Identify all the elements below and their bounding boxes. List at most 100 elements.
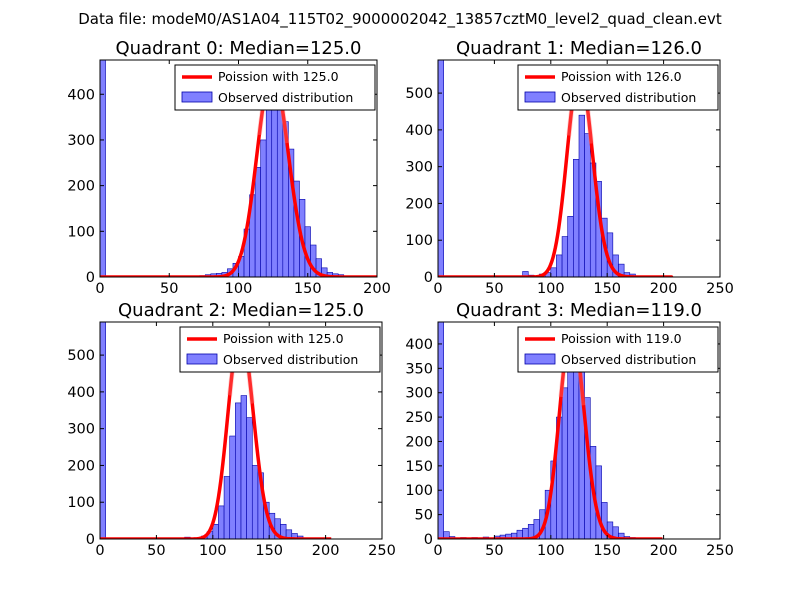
histogram-bar — [212, 523, 219, 539]
legend-label-poisson: Poission with 119.0 — [561, 331, 682, 346]
histogram-bar — [265, 103, 273, 277]
y-tick-label: 300 — [405, 386, 433, 402]
x-tick-label: 0 — [95, 543, 104, 559]
x-tick-label: 0 — [95, 281, 104, 297]
legend: Poission with 119.0 Observed distribution — [517, 326, 719, 373]
legend-bar-swatch — [524, 91, 556, 103]
histogram-bar — [438, 322, 444, 539]
y-tick-label: 300 — [67, 422, 95, 438]
y-tick-label: 400 — [405, 123, 433, 139]
histogram-bar — [578, 114, 585, 277]
y-tick-label: 200 — [67, 458, 95, 474]
x-tick-label: 100 — [537, 281, 565, 297]
y-tick-label: 0 — [86, 270, 95, 286]
x-tick-label: 50 — [147, 543, 165, 559]
histogram-bar — [618, 532, 625, 539]
axes-frame — [437, 321, 721, 540]
x-tick-label: 250 — [706, 281, 734, 297]
y-tick-label: 350 — [405, 361, 433, 377]
y-tick-label: 300 — [405, 160, 433, 176]
histogram-bar — [254, 167, 261, 277]
x-tick-label: 150 — [294, 281, 322, 297]
histogram-bar — [561, 387, 569, 539]
quadrant-1-chart: Quadrant 1: Median=126.0 0 50 100 150 200 250 0… — [405, 38, 734, 297]
x-tick-label: 50 — [485, 281, 503, 297]
legend-label-poisson: Poission with 125.0 — [218, 69, 339, 84]
histogram-bar — [443, 531, 450, 539]
histogram-bar — [561, 236, 569, 277]
y-tick-label: 250 — [405, 410, 433, 426]
y-tick-label: 50 — [415, 508, 433, 524]
y-tick-label: 100 — [67, 495, 95, 511]
histogram-bar — [246, 417, 253, 539]
histogram-bar — [567, 216, 574, 277]
y-tick-label: 100 — [67, 224, 95, 240]
histogram-bar — [573, 159, 580, 277]
histogram-bar — [573, 353, 580, 539]
chart-title: Quadrant 1: Median=126.0 — [456, 38, 702, 59]
legend: Poission with 125.0 Observed distribution — [174, 64, 376, 111]
y-tick-label: 0 — [86, 532, 95, 548]
histogram-bar — [223, 476, 231, 539]
y-tick-label: 0 — [424, 270, 433, 286]
figure-title: Data file: modeM0/AS1A04_115T02_90000020… — [78, 10, 722, 29]
x-tick-label: 200 — [650, 543, 678, 559]
histogram-bar — [550, 267, 557, 277]
x-tick-label: 150 — [255, 543, 283, 559]
histogram-bar — [251, 465, 259, 539]
histogram-bar — [100, 60, 106, 277]
quadrant-3-chart: Quadrant 3: Median=119.0 0 50 100 150 200 250 0… — [405, 300, 734, 559]
legend: Poission with 125.0 Observed distribution — [179, 326, 381, 373]
histogram-bar — [229, 435, 236, 539]
histogram-bar — [260, 139, 267, 277]
quadrant-2-chart: Quadrant 2: Median=125.0 0 50 100 150 200 250 0… — [67, 300, 396, 559]
legend-label-poisson: Poission with 125.0 — [223, 331, 344, 346]
y-tick-label: 400 — [67, 87, 95, 103]
x-tick-label: 0 — [433, 281, 442, 297]
y-tick-label: 150 — [405, 459, 433, 475]
x-tick-label: 100 — [199, 543, 227, 559]
legend-box — [174, 64, 376, 111]
legend: Poission with 126.0 Observed distribution — [517, 64, 719, 111]
legend-label-poisson: Poission with 126.0 — [561, 69, 682, 84]
x-tick-label: 150 — [593, 281, 621, 297]
chart-title: Quadrant 0: Median=125.0 — [116, 38, 362, 59]
histogram-bar — [584, 133, 591, 277]
y-tick-label: 100 — [405, 233, 433, 249]
legend-box — [517, 64, 719, 111]
histogram-bar — [235, 402, 242, 539]
y-tick-label: 400 — [405, 337, 433, 353]
x-tick-label: 100 — [537, 543, 565, 559]
x-tick-label: 250 — [368, 543, 396, 559]
histogram-bar — [100, 322, 106, 539]
y-tick-label: 400 — [67, 385, 95, 401]
chart-title: Quadrant 2: Median=125.0 — [118, 300, 364, 321]
legend-box — [179, 326, 381, 373]
x-tick-label: 250 — [706, 543, 734, 559]
x-tick-label: 200 — [312, 543, 340, 559]
histogram-bar — [438, 60, 444, 277]
x-tick-label: 150 — [593, 543, 621, 559]
histogram-bar — [556, 254, 563, 277]
legend-label-observed: Observed distribution — [561, 352, 696, 367]
y-tick-label: 200 — [405, 434, 433, 450]
y-tick-label: 500 — [67, 348, 95, 364]
axes-frame — [437, 59, 721, 278]
x-tick-label: 100 — [225, 281, 253, 297]
histogram-bar — [218, 505, 225, 539]
histogram-bar — [522, 271, 529, 277]
quadrant-0-chart: Quadrant 0: Median=125.0 0 50 100 150 200 0 100… — [67, 38, 391, 297]
x-tick-label: 50 — [485, 543, 503, 559]
chart-title: Quadrant 3: Median=119.0 — [456, 300, 702, 321]
x-tick-label: 0 — [433, 543, 442, 559]
axes-frame — [99, 321, 383, 540]
histogram-bar — [240, 395, 247, 539]
legend-label-observed: Observed distribution — [223, 352, 358, 367]
legend-bar-swatch — [524, 353, 556, 365]
x-tick-label: 200 — [650, 281, 678, 297]
histogram-bar — [567, 358, 574, 539]
y-tick-label: 200 — [405, 196, 433, 212]
legend-label-observed: Observed distribution — [561, 90, 696, 105]
y-tick-label: 100 — [405, 483, 433, 499]
